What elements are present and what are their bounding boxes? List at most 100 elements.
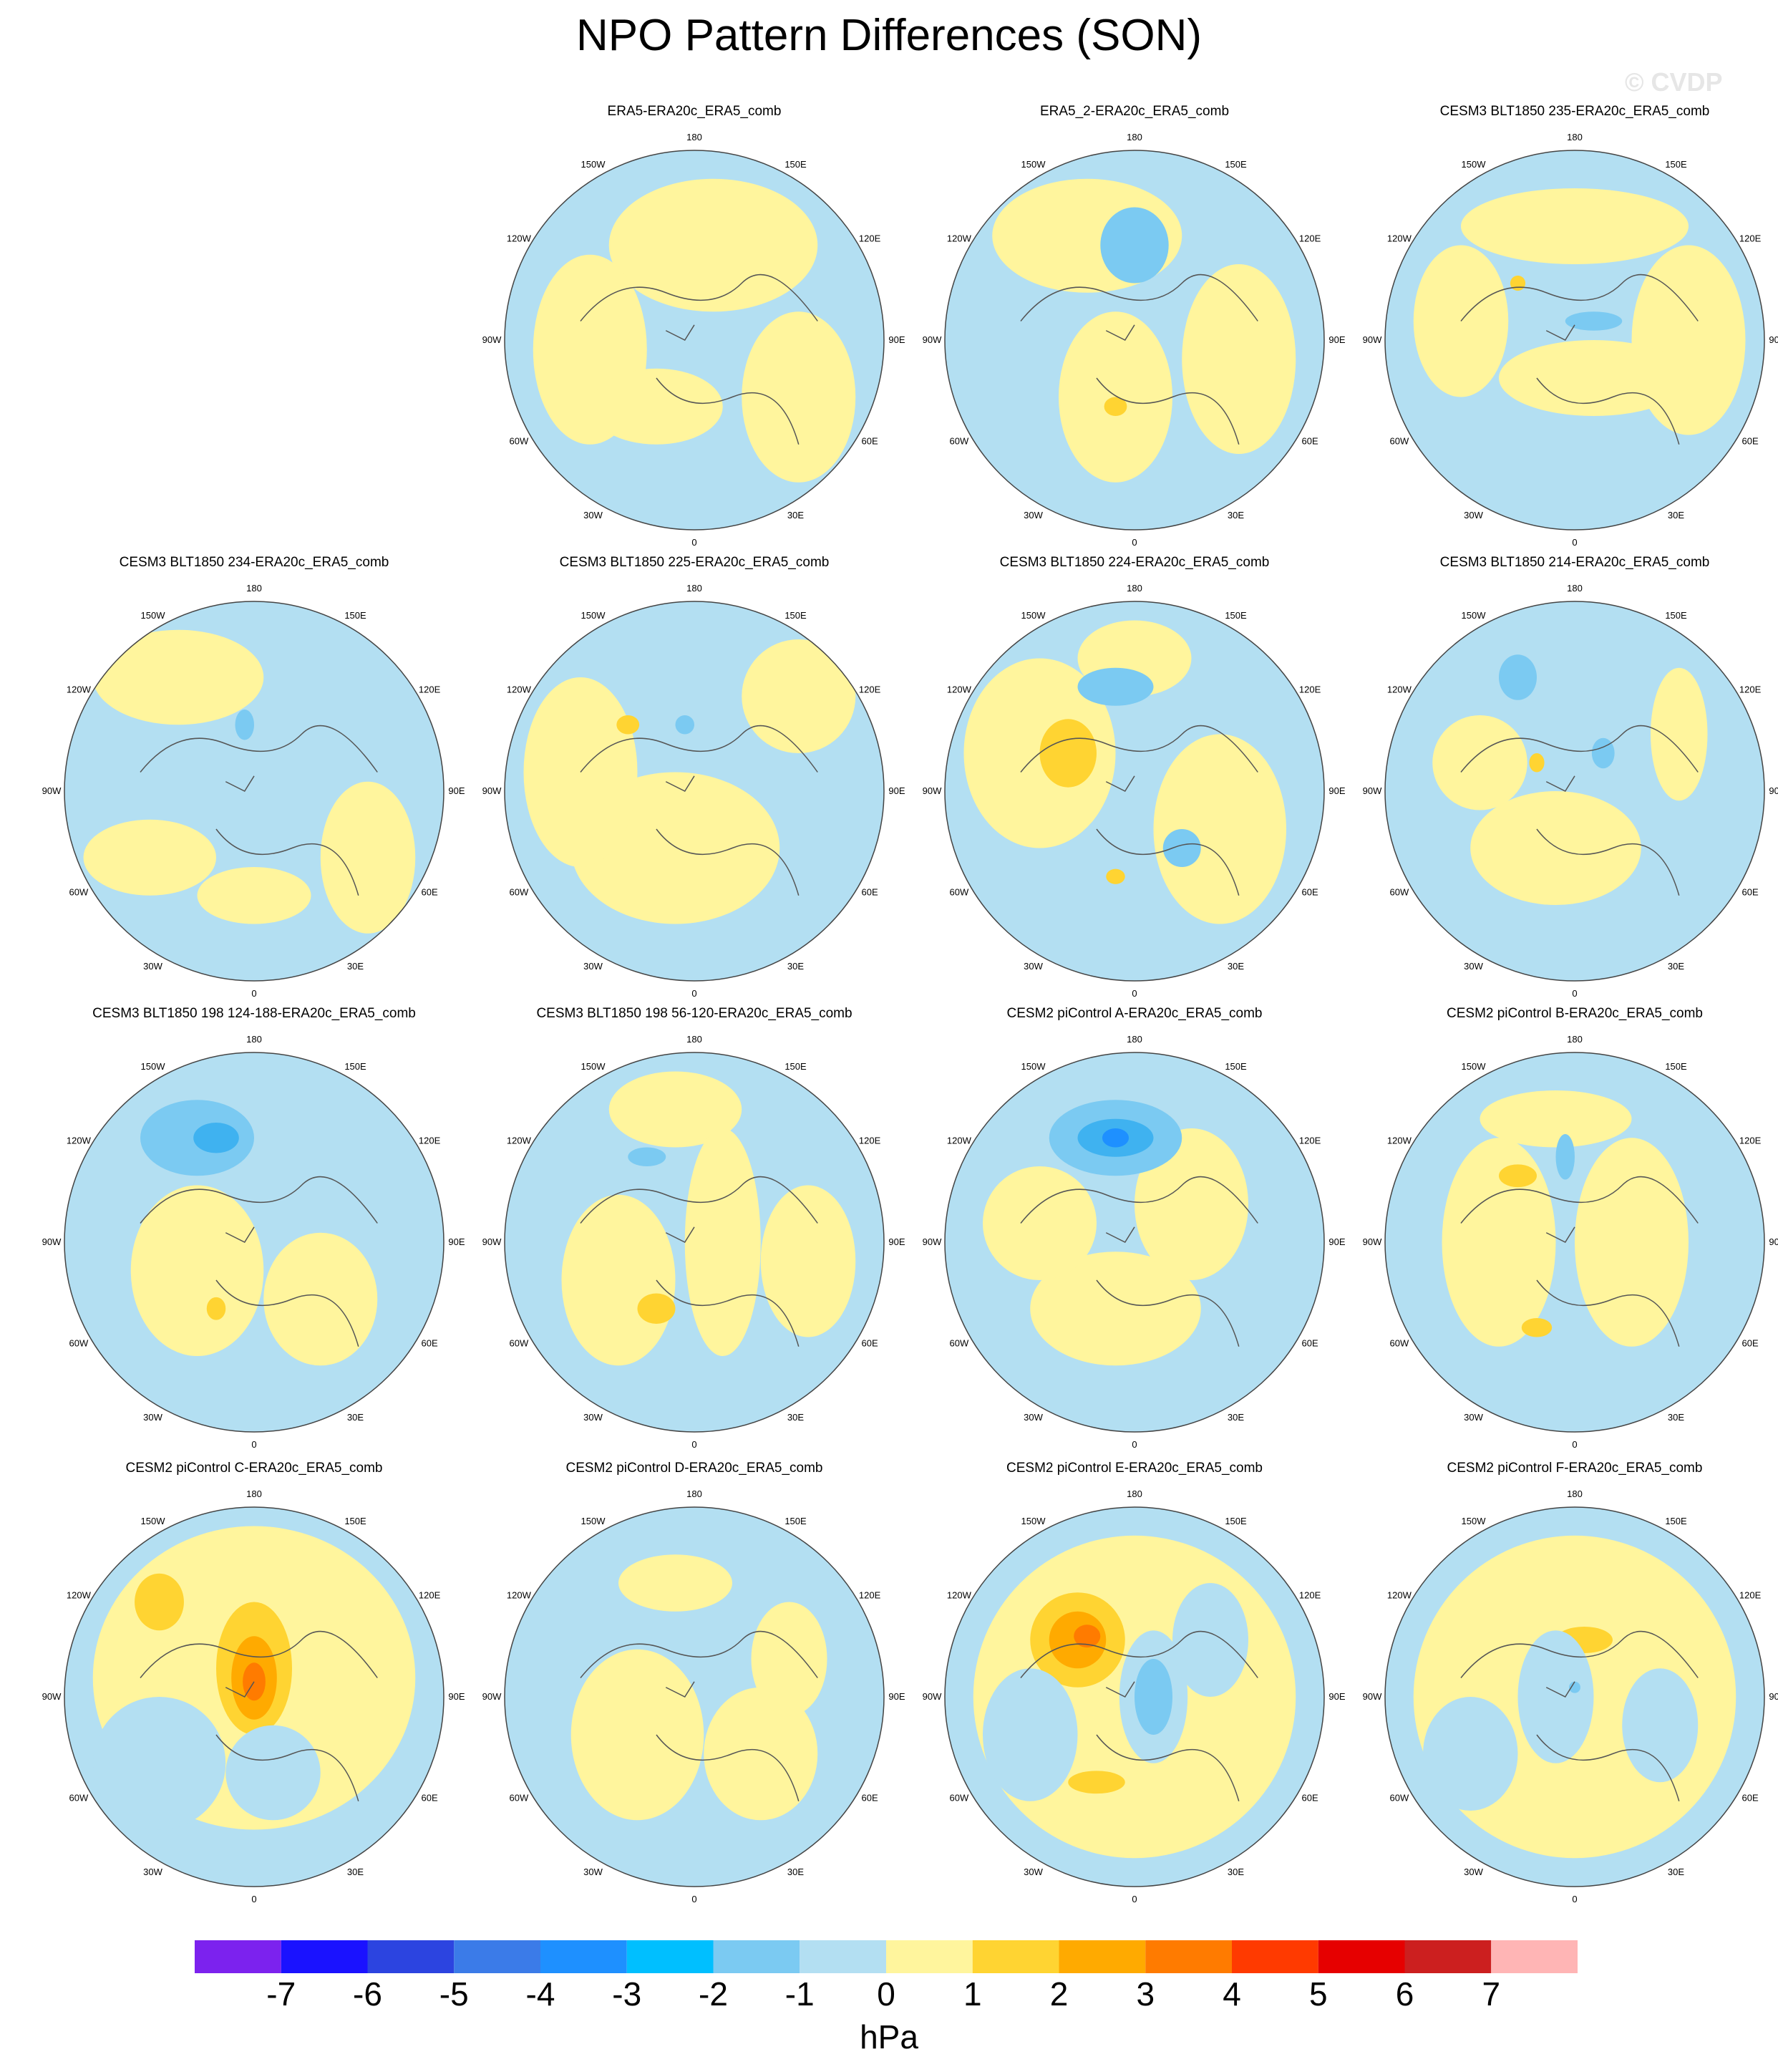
longitude-label: 30W <box>1024 1412 1043 1423</box>
longitude-label: 90W <box>923 334 942 345</box>
colorbar-tick-label: 7 <box>1482 1975 1501 2013</box>
anomaly-contour <box>1182 264 1296 454</box>
longitude-label: 60W <box>69 887 89 898</box>
panel-title: CESM2 piControl D-ERA20c_ERA5_comb <box>565 1461 823 1476</box>
map-panel: CESM2 piControl A-ERA20c_ERA5_comb 180 150… <box>913 1006 1356 1450</box>
longitude-label: 90E <box>1769 1691 1778 1702</box>
longitude-label: 60W <box>510 887 529 898</box>
anomaly-contour <box>983 1668 1078 1801</box>
anomaly-contour <box>1575 1138 1689 1347</box>
polar-map: 180 150E 120E 90E 60E 30E 0 30W 60W 90W 120W 150W <box>482 132 905 548</box>
anomaly-contour <box>1499 654 1537 700</box>
polar-map: 180 150E 120E 90E 60E 30E 0 30W 60W 90W 120W 150W <box>1363 1488 1778 1904</box>
anomaly-contour <box>1172 1583 1248 1697</box>
polar-map: 180 150E 120E 90E 60E 30E 0 30W 60W 90W 120W 150W <box>482 1034 905 1450</box>
anomaly-contour <box>1622 1668 1699 1783</box>
longitude-label: 30W <box>1464 961 1483 972</box>
panel-title: CESM2 piControl B-ERA20c_ERA5_comb <box>1447 1006 1703 1021</box>
anomaly-contour <box>1162 829 1201 867</box>
longitude-label: 150E <box>1225 1516 1247 1526</box>
coastline <box>1020 725 1258 896</box>
longitude-label: 60W <box>950 887 969 898</box>
longitude-label: 90E <box>888 334 905 345</box>
longitude-label: 30W <box>1464 1867 1483 1877</box>
longitude-label: 90E <box>1328 785 1345 796</box>
map-boundary <box>1384 150 1765 531</box>
coastline <box>1020 1176 1258 1347</box>
longitude-label: 60E <box>1742 1793 1759 1804</box>
longitude-label: 60E <box>1302 1338 1318 1349</box>
polar-map: 180 150E 120E 90E 60E 30E 0 30W 60W 90W 120W 150W <box>42 583 465 999</box>
anomaly-contour <box>206 1297 226 1320</box>
anomaly-contour <box>570 1649 704 1821</box>
longitude-label: 150W <box>1021 159 1046 170</box>
anomaly-contour <box>92 629 264 725</box>
longitude-label: 150W <box>1021 610 1046 621</box>
anomaly-contour <box>1510 275 1526 291</box>
polar-map: 180 150E 120E 90E 60E 30E 0 30W 60W 90W 120W 150W <box>923 1488 1346 1904</box>
longitude-label: 60W <box>1390 887 1409 898</box>
longitude-label: 90E <box>1769 334 1778 345</box>
map-boundary <box>504 601 885 982</box>
longitude-label: 60W <box>510 1793 529 1804</box>
longitude-label: 180 <box>1567 583 1583 594</box>
map-panel: CESM3 BLT1850 214-ERA20c_ERA5_comb 180 150… <box>1353 555 1778 999</box>
longitude-label: 60W <box>950 436 969 447</box>
panel-title: CESM2 piControl A-ERA20c_ERA5_comb <box>1006 1006 1263 1021</box>
colorbar-tick-label: 0 <box>877 1975 895 2013</box>
anomaly-contour <box>197 867 311 924</box>
anomaly-contour <box>225 1725 321 1821</box>
anomaly-contour <box>1470 791 1641 905</box>
longitude-label: 0 <box>691 1894 696 1904</box>
longitude-label: 120E <box>859 1590 881 1601</box>
longitude-label: 120E <box>1299 1136 1321 1146</box>
longitude-label: 120W <box>507 684 532 695</box>
longitude-label: 90W <box>482 785 502 796</box>
anomaly-contour <box>1517 1630 1594 1763</box>
map-panel: ERA5-ERA20c_ERA5_comb 180 150E 120E 90E 60E 30… <box>472 104 916 548</box>
longitude-label: 120W <box>67 1590 92 1601</box>
longitude-label: 180 <box>1127 1034 1142 1045</box>
longitude-label: 150W <box>141 1516 166 1526</box>
longitude-label: 30W <box>1024 510 1043 521</box>
longitude-label: 120W <box>507 233 532 244</box>
longitude-label: 180 <box>1127 1488 1142 1499</box>
anomaly-contour <box>1499 1164 1537 1188</box>
colorbar-tick-label: 5 <box>1308 1975 1328 2013</box>
panel-title: CESM3 BLT1850 198 56-120-ERA20c_ERA5_com… <box>536 1006 852 1021</box>
longitude-label: 120W <box>1387 1590 1412 1601</box>
longitude-label: 120E <box>859 233 881 244</box>
longitude-label: 90E <box>1328 1236 1345 1247</box>
anomaly-contour <box>1104 397 1127 416</box>
longitude-label: 90E <box>1328 334 1345 345</box>
longitude-label: 180 <box>1127 132 1142 142</box>
longitude-label: 90W <box>1363 785 1382 796</box>
longitude-label: 180 <box>246 1034 262 1045</box>
longitude-label: 90E <box>448 785 465 796</box>
longitude-label: 150W <box>1462 610 1487 621</box>
longitude-label: 120E <box>1299 684 1321 695</box>
longitude-label: 120E <box>1299 233 1321 244</box>
longitude-label: 60W <box>1390 1338 1409 1349</box>
panel-title: CESM2 piControl C-ERA20c_ERA5_comb <box>125 1461 383 1476</box>
anomaly-contour <box>1442 1138 1556 1347</box>
anomaly-contour <box>608 178 818 312</box>
map-panel: CESM3 BLT1850 234-ERA20c_ERA5_comb 180 150… <box>32 555 476 999</box>
colorbar-tick-label: 6 <box>1395 1975 1414 2013</box>
longitude-label: 0 <box>1132 1894 1137 1904</box>
longitude-label: 30E <box>787 510 804 521</box>
longitude-label: 60W <box>510 1338 529 1349</box>
longitude-label: 60E <box>1742 1338 1759 1349</box>
longitude-label: 150E <box>784 610 807 621</box>
longitude-label: 90W <box>482 1691 502 1702</box>
longitude-label: 30E <box>1228 1412 1244 1423</box>
coastline <box>140 1630 378 1801</box>
longitude-label: 30E <box>1228 510 1244 521</box>
anomaly-contour <box>1100 207 1169 284</box>
anomaly-contour <box>320 781 416 934</box>
longitude-label: 120W <box>507 1590 532 1601</box>
polar-map: 180 150E 120E 90E 60E 30E 0 30W 60W 90W 120W 150W <box>482 1488 905 1904</box>
anomaly-contour <box>1591 737 1615 769</box>
longitude-label: 120W <box>67 1136 92 1146</box>
anomaly-contour <box>1153 734 1286 924</box>
